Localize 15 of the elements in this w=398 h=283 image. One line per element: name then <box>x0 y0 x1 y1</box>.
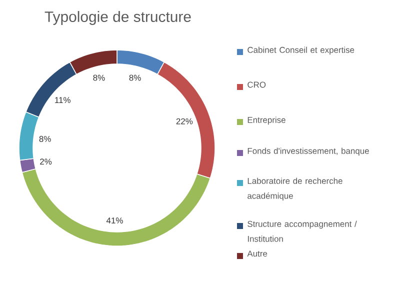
data-label: 11% <box>55 97 70 103</box>
legend-label: Fonds d'investissement, banque <box>248 148 369 156</box>
data-label: 8% <box>129 74 141 81</box>
data-label: 22% <box>176 118 193 124</box>
data-label: 41% <box>106 218 123 224</box>
data-label: 2% <box>40 158 52 165</box>
legend-label: CRO <box>248 82 266 88</box>
chart-title: Typologie de structure <box>44 11 191 25</box>
legend-label: Laboratoire de recherche académique <box>248 178 342 201</box>
legend-label: Cabinet Conseil et expertise <box>248 46 354 55</box>
data-label: 8% <box>39 136 51 142</box>
legend-label: Entreprise <box>248 116 286 125</box>
data-label: 8% <box>93 74 105 81</box>
legend-label: Autre <box>247 250 268 257</box>
legend-label: Structure accompagnement / Institution <box>248 220 357 242</box>
